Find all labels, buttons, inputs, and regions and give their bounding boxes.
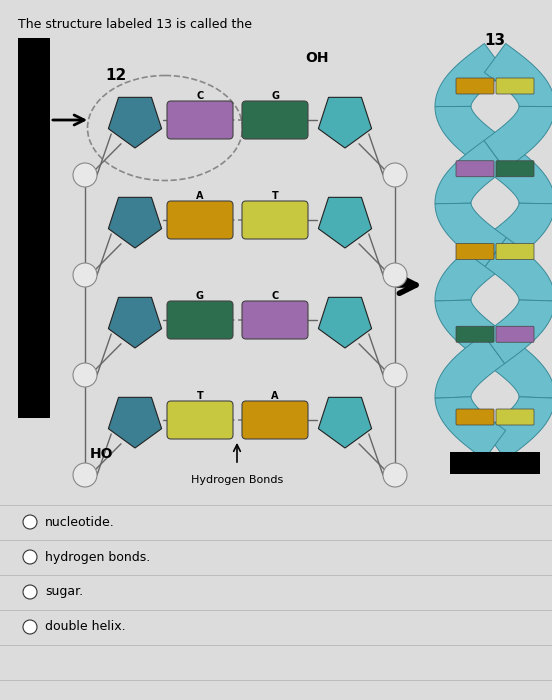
Text: HO: HO [90, 447, 114, 461]
Circle shape [23, 620, 37, 634]
Text: 12: 12 [105, 68, 126, 83]
FancyBboxPatch shape [242, 301, 308, 339]
Polygon shape [435, 335, 505, 398]
Text: hydrogen bonds.: hydrogen bonds. [45, 550, 150, 564]
Polygon shape [484, 43, 552, 106]
Circle shape [23, 585, 37, 599]
Text: C: C [197, 91, 204, 101]
FancyBboxPatch shape [242, 101, 308, 139]
Circle shape [73, 363, 97, 387]
Text: double helix.: double helix. [45, 620, 126, 634]
FancyBboxPatch shape [496, 326, 534, 342]
Text: A: A [271, 391, 279, 401]
Polygon shape [484, 397, 552, 459]
Text: T: T [197, 391, 203, 401]
FancyBboxPatch shape [456, 161, 494, 176]
FancyBboxPatch shape [242, 201, 308, 239]
Polygon shape [485, 141, 552, 204]
Circle shape [73, 163, 97, 187]
Text: 13: 13 [485, 33, 506, 48]
FancyBboxPatch shape [496, 244, 534, 260]
FancyBboxPatch shape [456, 244, 494, 260]
Polygon shape [435, 237, 505, 301]
FancyBboxPatch shape [456, 326, 494, 342]
Polygon shape [484, 300, 552, 363]
Circle shape [73, 463, 97, 487]
Text: nucleotide.: nucleotide. [45, 515, 115, 528]
Polygon shape [485, 335, 552, 398]
Circle shape [23, 550, 37, 564]
Polygon shape [319, 97, 371, 148]
Polygon shape [435, 106, 506, 169]
Bar [18, 38, 50, 418]
Polygon shape [319, 298, 371, 348]
Polygon shape [435, 141, 505, 204]
Text: sugar.: sugar. [45, 585, 83, 598]
Text: C: C [272, 291, 279, 301]
Circle shape [383, 263, 407, 287]
Polygon shape [108, 197, 162, 248]
Circle shape [73, 263, 97, 287]
FancyBboxPatch shape [242, 401, 308, 439]
Polygon shape [108, 97, 162, 148]
FancyBboxPatch shape [167, 401, 233, 439]
Polygon shape [108, 398, 162, 448]
FancyBboxPatch shape [167, 301, 233, 339]
Circle shape [383, 363, 407, 387]
FancyBboxPatch shape [496, 78, 534, 94]
Polygon shape [484, 203, 552, 267]
Polygon shape [435, 43, 506, 106]
Polygon shape [435, 300, 507, 363]
Polygon shape [484, 106, 552, 169]
Polygon shape [319, 398, 371, 448]
Text: OH: OH [305, 51, 328, 65]
FancyBboxPatch shape [496, 161, 534, 176]
Polygon shape [435, 203, 506, 267]
Text: G: G [271, 91, 279, 101]
FancyBboxPatch shape [456, 78, 494, 94]
FancyBboxPatch shape [456, 409, 494, 425]
FancyBboxPatch shape [496, 409, 534, 425]
Text: T: T [272, 191, 278, 201]
Polygon shape [108, 298, 162, 348]
Circle shape [23, 515, 37, 529]
Text: A: A [197, 191, 204, 201]
Circle shape [383, 163, 407, 187]
Bar [450, 452, 540, 474]
Polygon shape [435, 397, 506, 459]
Polygon shape [319, 197, 371, 248]
FancyBboxPatch shape [167, 101, 233, 139]
FancyBboxPatch shape [167, 201, 233, 239]
Text: G: G [196, 291, 204, 301]
Text: The structure labeled 13 is called the: The structure labeled 13 is called the [18, 18, 252, 31]
Polygon shape [485, 237, 552, 301]
Text: Hydrogen Bonds: Hydrogen Bonds [191, 475, 283, 485]
Circle shape [383, 463, 407, 487]
